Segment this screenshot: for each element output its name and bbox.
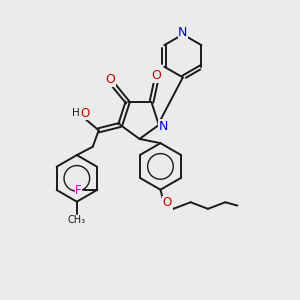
- Text: N: N: [178, 26, 188, 38]
- Text: O: O: [163, 196, 172, 209]
- Text: F: F: [75, 184, 82, 196]
- Text: O: O: [106, 73, 116, 86]
- Text: N: N: [159, 120, 168, 133]
- Text: O: O: [80, 107, 89, 120]
- Text: H: H: [72, 108, 80, 118]
- Text: O: O: [152, 69, 161, 82]
- Text: CH₃: CH₃: [68, 215, 86, 225]
